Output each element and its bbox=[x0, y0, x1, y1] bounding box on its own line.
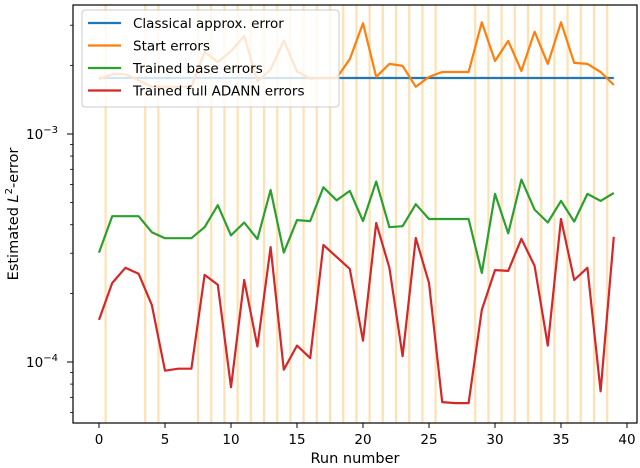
x-tick-label: 35 bbox=[552, 432, 569, 448]
x-tick-label: 15 bbox=[288, 432, 305, 448]
x-axis-ticks: 0 5 10 15 20 25 30 35 40 bbox=[95, 423, 636, 448]
legend-label: Start errors bbox=[133, 39, 210, 55]
legend-label: Trained full ADANN errors bbox=[132, 84, 305, 100]
x-tick-label: 0 bbox=[95, 432, 104, 448]
y-axis-ticks: 10−3 10−4 bbox=[26, 24, 73, 413]
legend-label: Trained base errors bbox=[132, 61, 263, 77]
legend: Classical approx. error Start errors Train… bbox=[81, 9, 340, 108]
y-axis-label: Estimated L2-error bbox=[4, 148, 22, 281]
series-line-3 bbox=[97, 217, 615, 405]
x-tick-label: 20 bbox=[354, 432, 371, 448]
x-axis-label: Run number bbox=[310, 451, 399, 467]
axes-frame bbox=[72, 4, 638, 424]
x-tick-label: 30 bbox=[486, 432, 503, 448]
x-tick-label: 5 bbox=[161, 432, 170, 448]
x-tick-label: 40 bbox=[618, 432, 635, 448]
x-tick-label: 10 bbox=[222, 432, 239, 448]
x-tick-label: 25 bbox=[420, 432, 437, 448]
y-tick-label: 10−4 bbox=[26, 353, 58, 371]
y-tick-label: 10−3 bbox=[26, 125, 58, 143]
legend-label: Classical approx. error bbox=[133, 16, 284, 32]
series-line-2 bbox=[97, 178, 615, 274]
legend-box bbox=[81, 9, 340, 108]
